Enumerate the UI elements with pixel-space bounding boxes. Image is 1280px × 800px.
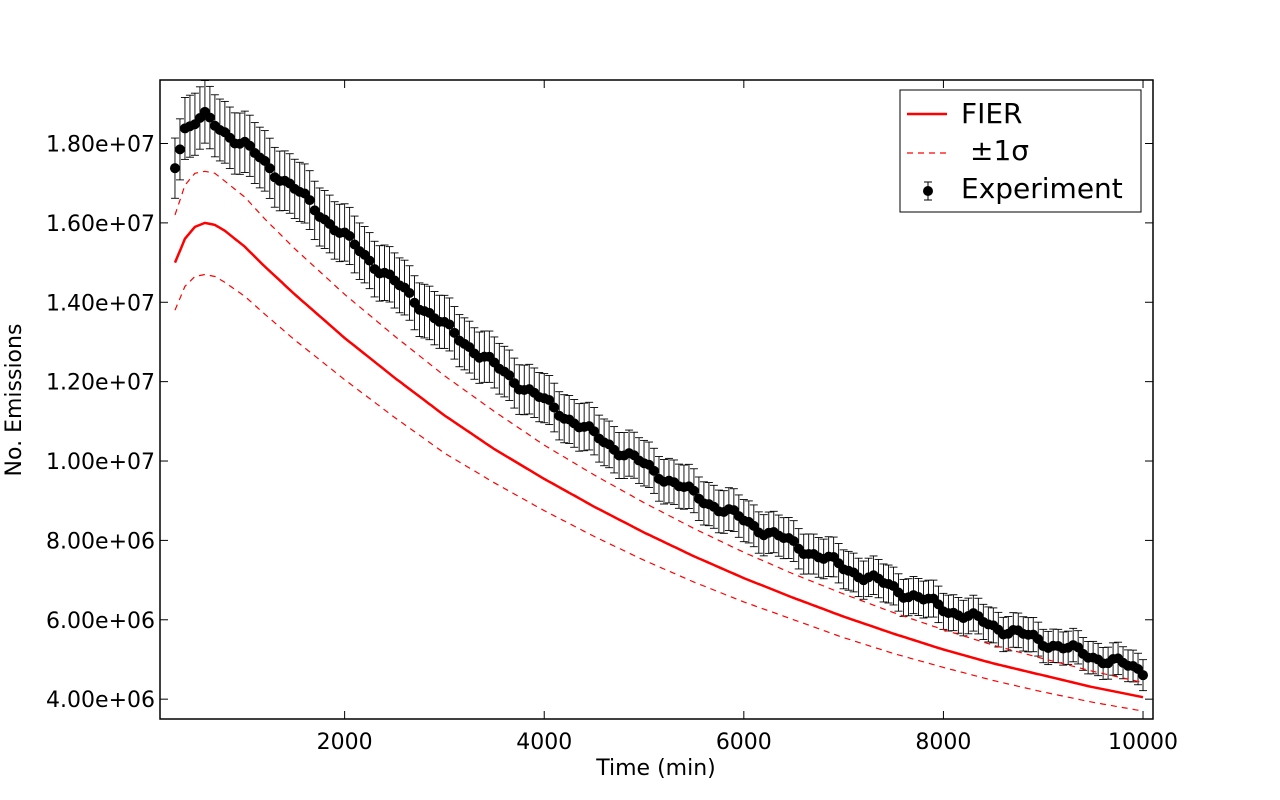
sigma-line-1: [174, 170, 1144, 684]
model-lines: [173, 170, 1144, 712]
x-tick-label: 10000: [1108, 730, 1178, 755]
experiment-point: [409, 297, 420, 308]
experiment-point: [688, 485, 699, 496]
experiment-point: [933, 599, 944, 610]
experiment-point: [404, 288, 415, 299]
axis-ticks: 2000 4000 6000 8000 10000 4.00e+06 6.00e+06 8.0…: [46, 80, 1178, 755]
fier-line: [173, 221, 1144, 699]
y-tick-label: 6.00e+06: [46, 609, 155, 634]
experiment-point: [264, 163, 275, 174]
experiment-point: [1033, 634, 1044, 645]
experiment-point: [504, 370, 515, 381]
experiment-point: [649, 465, 660, 476]
y-tick-label: 8.00e+06: [46, 529, 155, 554]
experiment-point: [788, 536, 799, 547]
experiment-point: [444, 319, 455, 330]
x-axis-label: Time (min): [595, 756, 716, 781]
experiment-point: [174, 144, 185, 155]
y-tick-label: 1.60e+07: [46, 212, 155, 237]
experiment-point: [204, 112, 215, 123]
x-tick-label: 4000: [516, 730, 572, 755]
x-tick-label: 8000: [915, 730, 971, 755]
legend-label-sigma: ±1σ: [970, 134, 1029, 167]
legend: FIER ±1σ Experiment: [899, 89, 1142, 213]
x-tick-label: 2000: [317, 730, 373, 755]
experiment-point: [244, 140, 255, 151]
y-tick-label: 4.00e+06: [46, 688, 155, 713]
legend-label-fier: FIER: [961, 97, 1023, 130]
experiment-point: [589, 426, 600, 437]
y-tick-label: 1.80e+07: [46, 133, 155, 158]
y-tick-label: 1.00e+07: [46, 450, 155, 475]
experiment-point: [449, 327, 460, 338]
experiment-point: [259, 155, 270, 166]
legend-box: [899, 89, 1142, 213]
y-tick-label: 1.40e+07: [46, 291, 155, 316]
y-tick-label: 1.20e+07: [46, 371, 155, 396]
experiment-series: [169, 80, 1149, 692]
x-tick-label: 6000: [716, 730, 772, 755]
plot-frame: [159, 79, 1154, 720]
experiment-point: [1138, 670, 1149, 681]
experiment-point: [344, 230, 355, 241]
legend-label-experiment: Experiment: [961, 172, 1123, 205]
y-axis-label: No. Emissions: [2, 324, 27, 477]
experiment-point: [549, 402, 560, 413]
experiment-point: [364, 255, 375, 266]
experiment-point: [304, 195, 315, 206]
legend-swatch-experiment: [923, 186, 933, 196]
experiment-point: [544, 395, 555, 406]
experiment-point: [169, 163, 180, 174]
